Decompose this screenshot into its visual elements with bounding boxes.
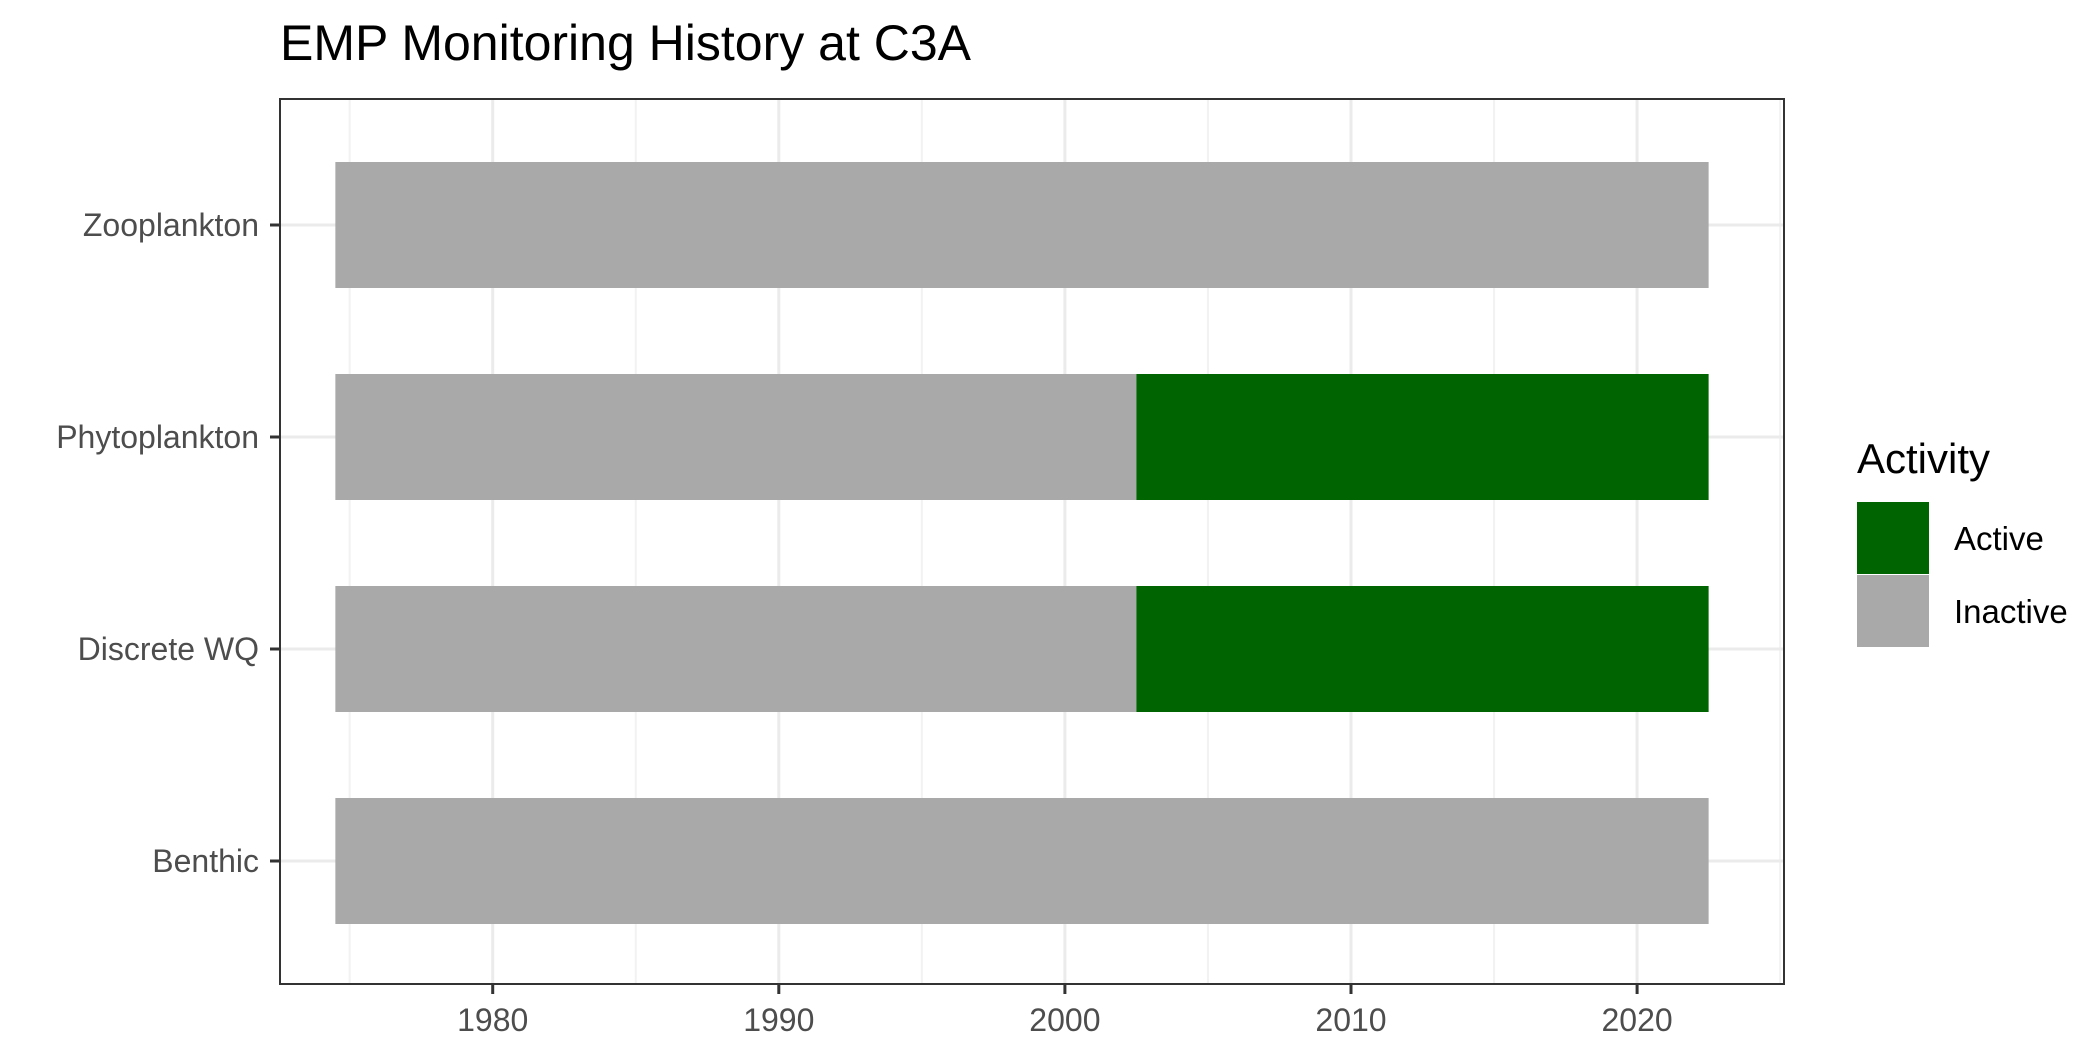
- y-tick-label: Benthic: [152, 843, 259, 879]
- legend-title: Activity: [1857, 435, 1990, 482]
- x-tick-label: 1990: [743, 1002, 814, 1038]
- y-tick-label: Discrete WQ: [78, 631, 259, 667]
- legend-key-active: [1857, 502, 1929, 574]
- x-tick-label: 2010: [1315, 1002, 1386, 1038]
- x-tick-label: 1980: [457, 1002, 528, 1038]
- x-tick-label: 2000: [1029, 1002, 1100, 1038]
- bar-benthic-inactive: [335, 798, 1709, 924]
- y-axis: Zooplankton Phytoplankton Discrete WQ Benth…: [56, 207, 281, 879]
- bar-discrete-wq-active: [1136, 586, 1709, 712]
- legend-label-active: Active: [1954, 520, 2044, 557]
- legend-label-inactive: Inactive: [1954, 593, 2068, 630]
- y-tick-label: Phytoplankton: [56, 419, 259, 455]
- bar-phytoplankton-inactive: [335, 374, 1137, 500]
- bars-layer: [335, 162, 1709, 924]
- bar-phytoplankton-active: [1136, 374, 1709, 500]
- x-tick-label: 2020: [1601, 1002, 1672, 1038]
- x-axis: 1980 1990 2000 2010 2020: [457, 983, 1673, 1038]
- chart-title: EMP Monitoring History at C3A: [280, 15, 972, 71]
- legend-key-inactive: [1857, 575, 1929, 647]
- bar-zooplankton-inactive: [335, 162, 1709, 288]
- y-tick-label: Zooplankton: [83, 207, 259, 243]
- legend-items: Active Inactive: [1857, 502, 2068, 647]
- bar-discrete-wq-inactive: [335, 586, 1137, 712]
- legend: Activity Active Inactive: [1857, 435, 2068, 647]
- plot-panel-border: [279, 98, 1785, 985]
